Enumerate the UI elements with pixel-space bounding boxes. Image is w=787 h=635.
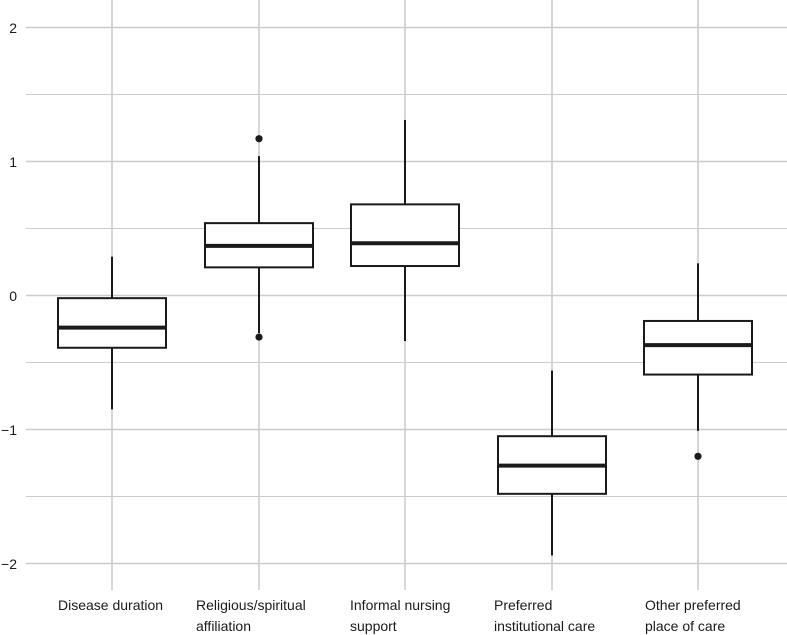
- outlier-point: [255, 135, 263, 143]
- boxes: [57, 119, 753, 556]
- x-tick-label-preferred-institutional-care: Preferred: [494, 597, 552, 613]
- y-tick-label: −1: [1, 422, 17, 438]
- y-axis-ticks: 2 1 0 −1 −2: [1, 20, 17, 572]
- y-tick-label: 0: [9, 288, 17, 304]
- grid: [26, 0, 787, 590]
- box-iqr: [350, 203, 460, 268]
- outlier-point: [255, 333, 263, 341]
- x-axis-ticks: Disease duration Religious/spiritual aff…: [58, 597, 741, 634]
- y-tick-label: 2: [9, 20, 17, 36]
- box-iqr: [643, 319, 753, 376]
- x-tick-label-informal-nursing-support: support: [350, 618, 397, 634]
- x-tick-label-disease-duration: Disease duration: [58, 597, 163, 613]
- y-tick-label: 1: [9, 154, 17, 170]
- y-tick-label: −2: [1, 556, 17, 572]
- outlier-point: [694, 452, 702, 460]
- x-tick-label-informal-nursing-support: Informal nursing: [350, 597, 450, 613]
- x-tick-label-religious-spiritual-affiliation: affiliation: [196, 618, 251, 634]
- x-tick-label-other-preferred-place-of-care: place of care: [645, 618, 725, 634]
- x-tick-label-preferred-institutional-care: institutional care: [494, 618, 595, 634]
- box-iqr: [57, 297, 167, 349]
- x-tick-label-religious-spiritual-affiliation: Religious/spiritual: [196, 597, 306, 613]
- x-tick-label-other-preferred-place-of-care: Other preferred: [645, 597, 741, 613]
